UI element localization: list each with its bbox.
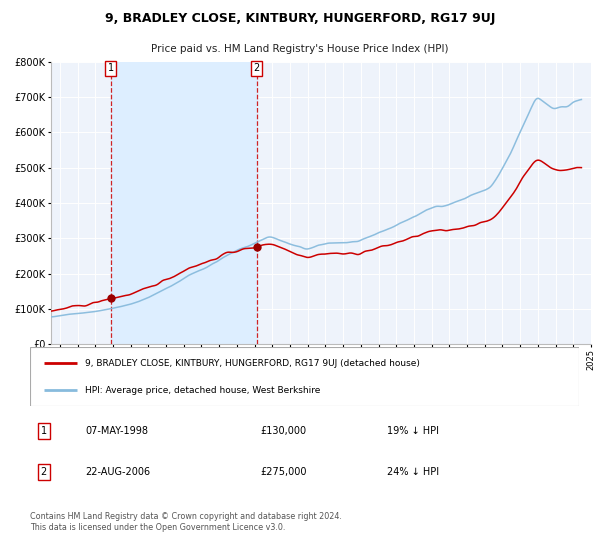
Text: 1: 1 <box>107 63 114 73</box>
Text: 07-MAY-1998: 07-MAY-1998 <box>85 426 148 436</box>
Text: HPI: Average price, detached house, West Berkshire: HPI: Average price, detached house, West… <box>85 386 320 395</box>
Text: 1: 1 <box>41 426 47 436</box>
Text: 24% ↓ HPI: 24% ↓ HPI <box>387 468 439 477</box>
FancyBboxPatch shape <box>30 347 579 406</box>
Text: 9, BRADLEY CLOSE, KINTBURY, HUNGERFORD, RG17 9UJ: 9, BRADLEY CLOSE, KINTBURY, HUNGERFORD, … <box>105 12 495 25</box>
Text: Price paid vs. HM Land Registry's House Price Index (HPI): Price paid vs. HM Land Registry's House … <box>151 44 449 54</box>
Text: £275,000: £275,000 <box>260 468 307 477</box>
Text: 2: 2 <box>41 468 47 477</box>
Text: 2: 2 <box>254 63 260 73</box>
Text: 9, BRADLEY CLOSE, KINTBURY, HUNGERFORD, RG17 9UJ (detached house): 9, BRADLEY CLOSE, KINTBURY, HUNGERFORD, … <box>85 358 420 367</box>
Text: 22-AUG-2006: 22-AUG-2006 <box>85 468 150 477</box>
Bar <box>111 62 257 344</box>
Text: 19% ↓ HPI: 19% ↓ HPI <box>387 426 439 436</box>
Text: Contains HM Land Registry data © Crown copyright and database right 2024.
This d: Contains HM Land Registry data © Crown c… <box>30 512 342 531</box>
Text: £130,000: £130,000 <box>260 426 307 436</box>
